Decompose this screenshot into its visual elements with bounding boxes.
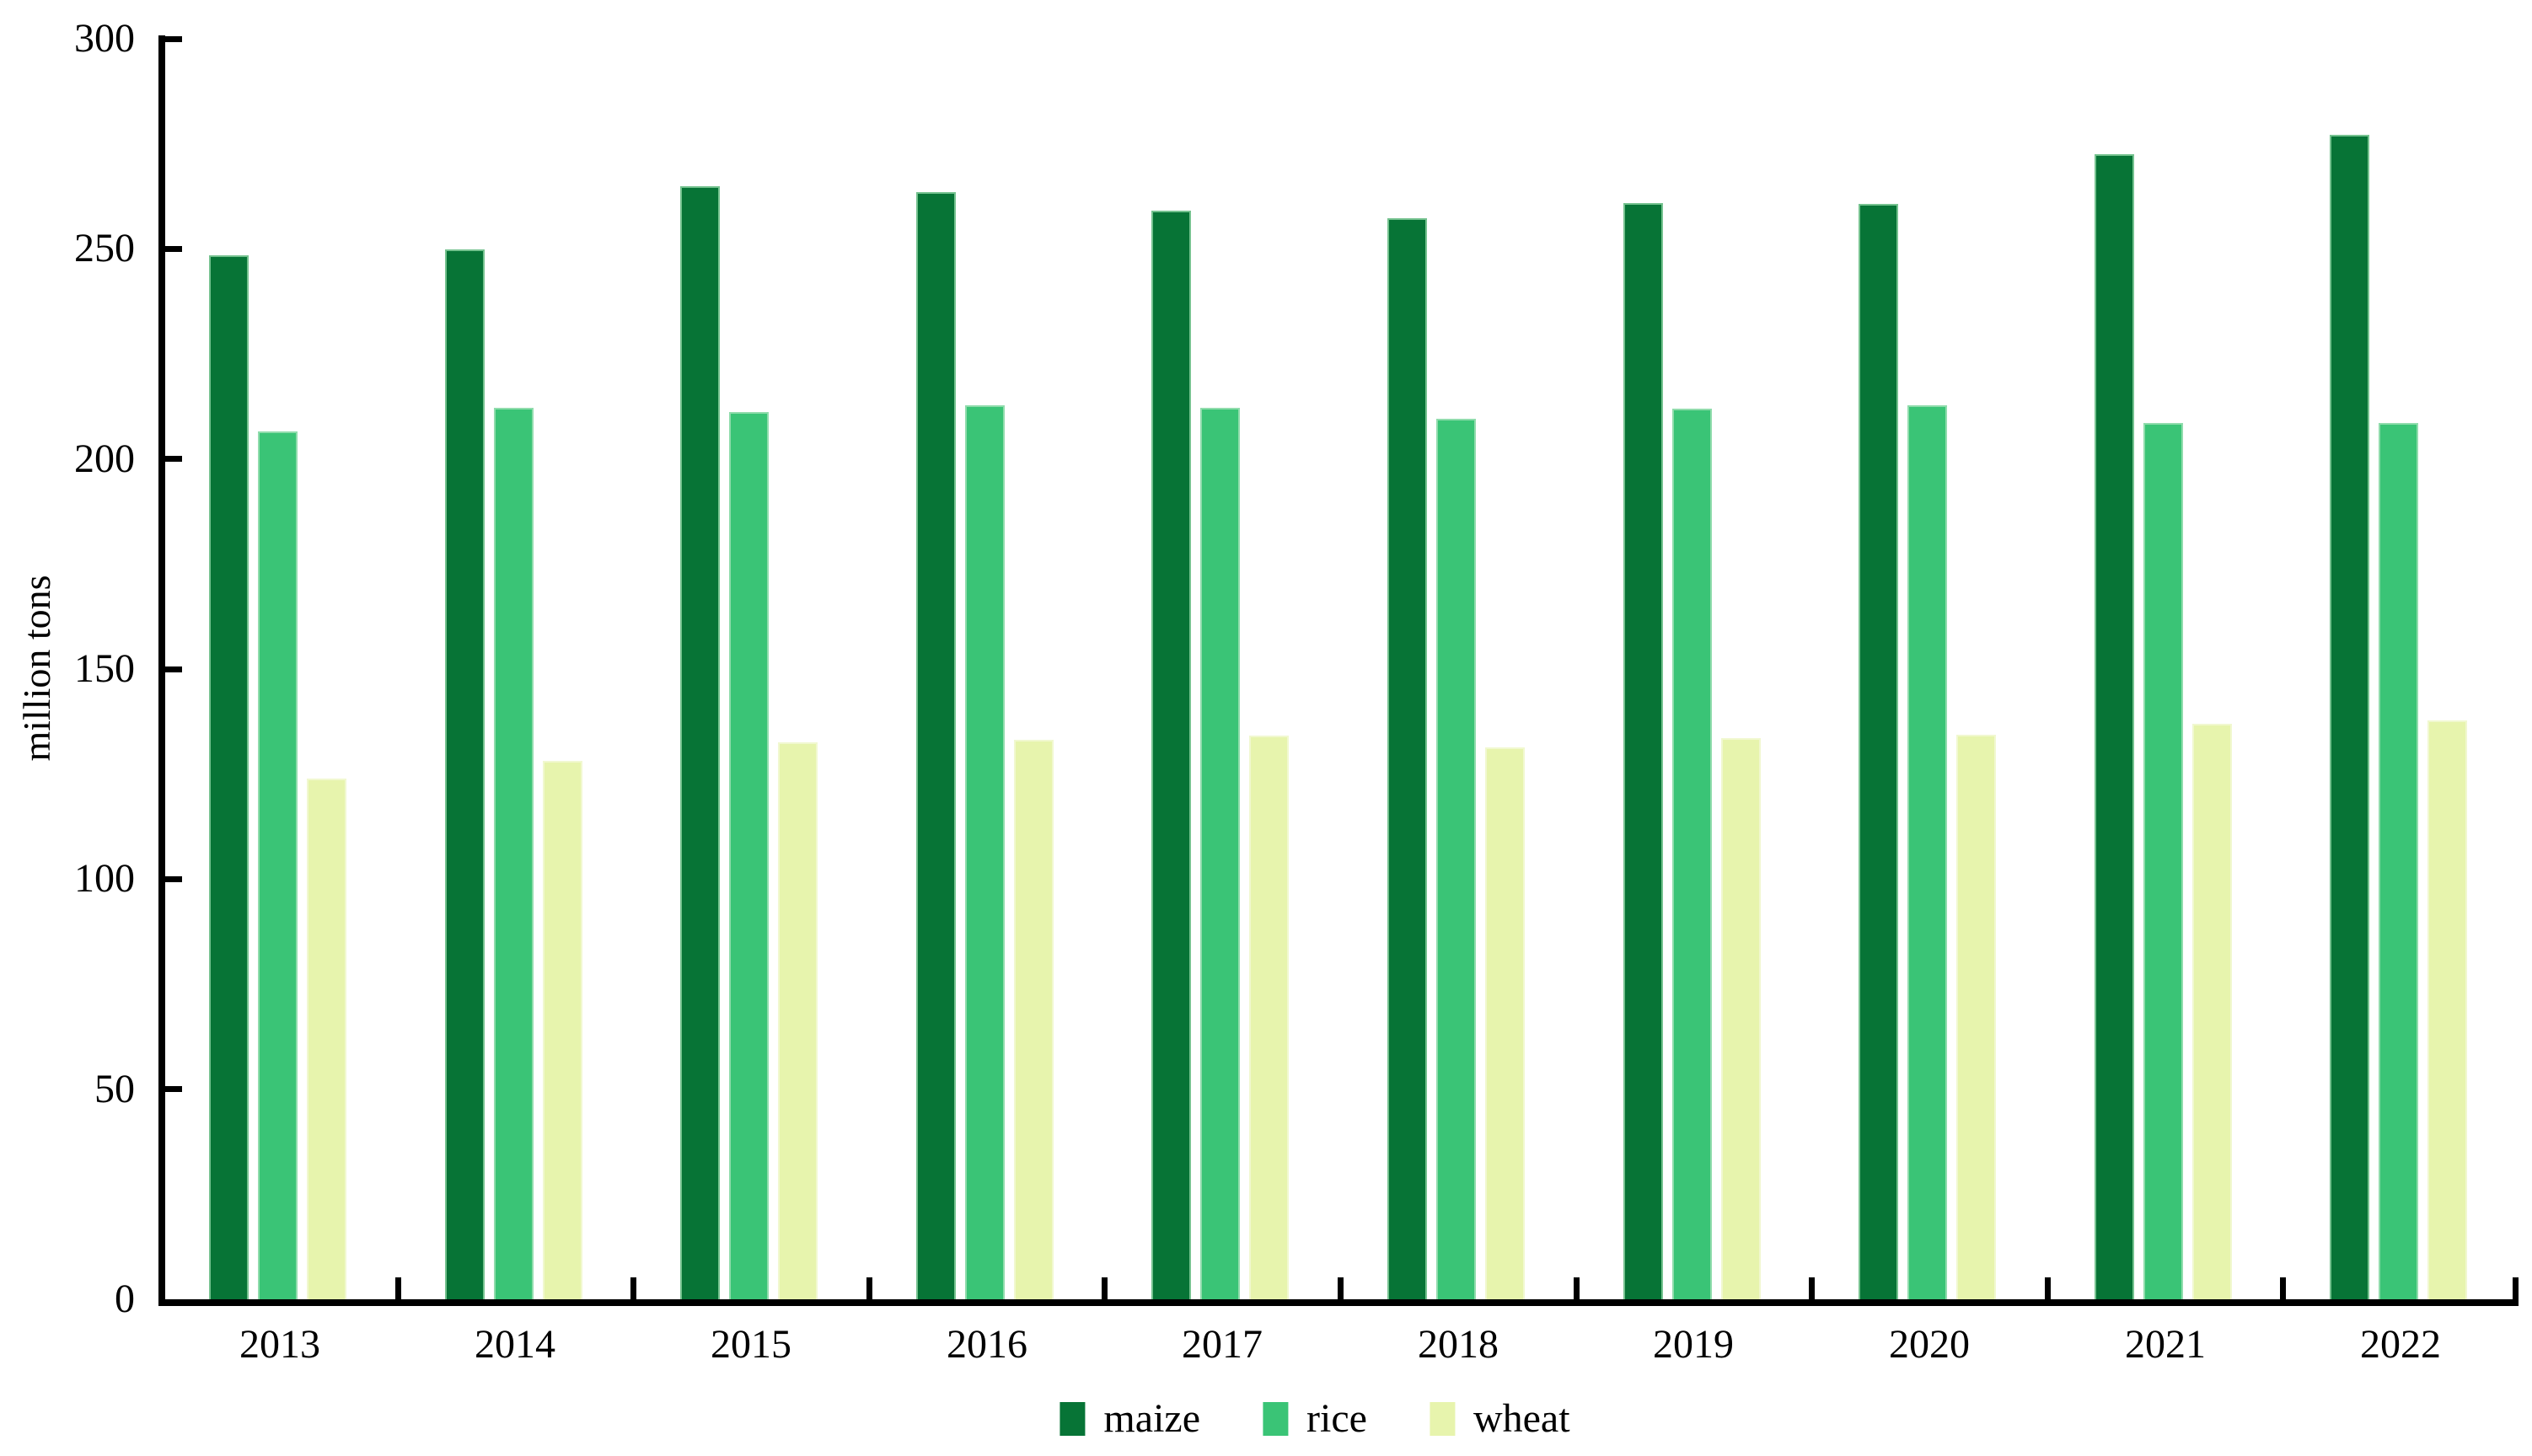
bar-rice-2020 xyxy=(1907,405,1947,1299)
legend-swatch-rice xyxy=(1263,1402,1289,1436)
x-tick-mark xyxy=(2044,1277,2051,1303)
bar-maize-2016 xyxy=(916,192,956,1299)
y-tick-label: 200 xyxy=(74,436,135,481)
y-tick-mark xyxy=(162,666,182,672)
x-tick-mark xyxy=(1808,1277,1815,1303)
x-tick-mark xyxy=(866,1277,872,1303)
x-tick-mark xyxy=(630,1277,636,1303)
bar-wheat-2021 xyxy=(2192,724,2232,1299)
x-tick-mark xyxy=(1337,1277,1344,1303)
bar-wheat-2018 xyxy=(1485,747,1525,1299)
bar-maize-2013 xyxy=(209,255,249,1299)
bar-rice-2015 xyxy=(729,412,769,1299)
bar-rice-2018 xyxy=(1436,419,1476,1299)
bar-rice-2014 xyxy=(494,408,534,1299)
bar-wheat-2020 xyxy=(1956,735,1996,1299)
bar-maize-2015 xyxy=(680,186,720,1299)
x-tick-label-2014: 2014 xyxy=(475,1322,555,1367)
legend-swatch-maize xyxy=(1059,1402,1086,1436)
bar-maize-2018 xyxy=(1387,218,1427,1299)
x-tick-mark xyxy=(2279,1277,2286,1303)
legend: maize rice wheat xyxy=(1059,1396,1570,1441)
bar-rice-2021 xyxy=(2143,423,2183,1299)
x-tick-label-2022: 2022 xyxy=(2360,1322,2441,1367)
bar-rice-2013 xyxy=(258,431,298,1299)
legend-swatch-wheat xyxy=(1429,1402,1455,1436)
y-tick-mark xyxy=(162,456,182,463)
x-tick-mark xyxy=(2513,1277,2519,1303)
y-tick-label: 150 xyxy=(74,646,135,691)
bar-wheat-2014 xyxy=(543,761,582,1299)
legend-label-wheat: wheat xyxy=(1473,1396,1570,1441)
x-tick-label-2017: 2017 xyxy=(1182,1322,1263,1367)
bar-maize-2017 xyxy=(1151,211,1191,1299)
bar-wheat-2015 xyxy=(778,742,818,1299)
y-tick-mark xyxy=(162,1086,182,1093)
bar-rice-2016 xyxy=(965,405,1005,1299)
y-tick-label: 250 xyxy=(74,226,135,271)
legend-label-rice: rice xyxy=(1306,1396,1367,1441)
x-tick-label-2013: 2013 xyxy=(239,1322,320,1367)
bar-maize-2019 xyxy=(1623,203,1663,1299)
bar-maize-2020 xyxy=(1859,204,1898,1299)
x-tick-label-2016: 2016 xyxy=(947,1322,1027,1367)
bar-maize-2021 xyxy=(2095,154,2134,1299)
x-tick-label-2018: 2018 xyxy=(1418,1322,1499,1367)
x-tick-mark xyxy=(394,1277,401,1303)
y-tick-mark xyxy=(162,245,182,252)
y-tick-label: 100 xyxy=(74,856,135,902)
x-tick-label-2019: 2019 xyxy=(1653,1322,1734,1367)
bar-wheat-2013 xyxy=(307,779,346,1299)
bar-maize-2014 xyxy=(445,249,485,1299)
y-tick-label: 0 xyxy=(115,1277,135,1321)
bar-rice-2022 xyxy=(2379,423,2418,1299)
x-tick-mark xyxy=(1573,1277,1580,1303)
legend-item-rice: rice xyxy=(1263,1397,1367,1441)
bar-wheat-2016 xyxy=(1014,740,1054,1299)
bar-wheat-2019 xyxy=(1721,738,1761,1299)
x-axis-line xyxy=(158,1299,2519,1306)
legend-item-maize: maize xyxy=(1059,1397,1200,1441)
y-tick-label: 50 xyxy=(94,1066,135,1111)
bar-rice-2017 xyxy=(1200,408,1240,1299)
y-tick-label: 300 xyxy=(74,16,135,61)
bar-wheat-2017 xyxy=(1249,736,1289,1299)
bar-maize-2022 xyxy=(2330,135,2369,1299)
x-tick-mark xyxy=(1101,1277,1108,1303)
y-tick-mark xyxy=(162,875,182,882)
x-tick-label-2020: 2020 xyxy=(1889,1322,1970,1367)
y-tick-mark xyxy=(162,35,182,42)
bar-rice-2019 xyxy=(1672,409,1712,1299)
bar-wheat-2022 xyxy=(2427,720,2467,1299)
x-tick-label-2015: 2015 xyxy=(711,1322,791,1367)
legend-label-maize: maize xyxy=(1103,1396,1201,1441)
legend-item-wheat: wheat xyxy=(1429,1396,1570,1441)
x-tick-label-2021: 2021 xyxy=(2125,1322,2206,1367)
